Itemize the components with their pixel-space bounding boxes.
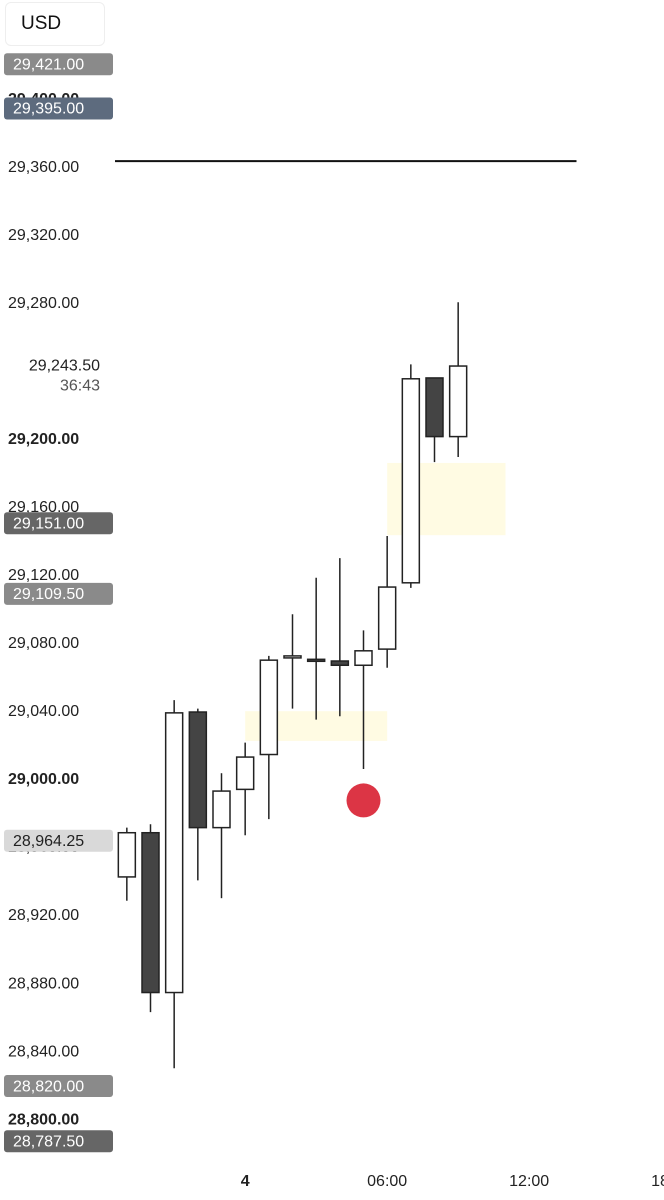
price-tag — [4, 97, 113, 120]
x-tick-label: 12:00 — [509, 1173, 549, 1190]
signal-dot — [346, 783, 381, 818]
candle-body — [259, 659, 279, 756]
price-tag — [4, 1130, 113, 1153]
price-tag — [4, 582, 113, 605]
candle-body — [425, 377, 444, 438]
price-tag-label: 28,787.50 — [13, 1134, 84, 1151]
y-tick-label: 29,000.00 — [8, 771, 79, 788]
y-tick-label: 28,920.00 — [8, 907, 79, 924]
y-tick-label: 29,360.00 — [8, 159, 79, 176]
price-tag — [4, 829, 113, 852]
y-tick-label: 29,040.00 — [8, 703, 79, 720]
x-tick-label: 06:00 — [367, 1173, 407, 1190]
x-tick-label: 18:00 — [651, 1173, 664, 1190]
candle-body — [448, 365, 468, 438]
price-tag — [4, 512, 113, 535]
price-tag-label: 29,109.50 — [13, 586, 84, 603]
price-tag-label: 28,964.25 — [13, 833, 84, 850]
candle-body — [117, 831, 137, 878]
price-tag-label: 29,151.00 — [13, 516, 84, 533]
last-price: 29,243.50 — [29, 357, 100, 374]
candle-body — [235, 756, 255, 791]
x-tick-label: 4 — [241, 1173, 250, 1190]
y-tick-label: 29,120.00 — [8, 567, 79, 584]
price-tag-label: 28,820.00 — [13, 1078, 84, 1095]
price-tag-label: 29,421.00 — [13, 56, 84, 73]
candle-body — [141, 831, 160, 994]
y-tick-label: 29,080.00 — [8, 635, 79, 652]
y-tick-label: 29,160.00 — [8, 499, 79, 516]
candle-body — [330, 660, 350, 667]
currency-selector[interactable]: USD — [5, 2, 105, 46]
candle-body — [401, 378, 421, 584]
countdown: 36:43 — [60, 377, 100, 394]
price-tag — [4, 53, 113, 76]
candle-body — [212, 790, 231, 829]
candle-body — [164, 712, 184, 994]
y-tick-label: 29,280.00 — [8, 295, 79, 312]
y-tick-label: 29,320.00 — [8, 227, 79, 244]
y-tick-label: 28,840.00 — [8, 1043, 79, 1060]
y-tick-label: 28,800.00 — [8, 1111, 79, 1128]
candle-body — [377, 586, 397, 650]
y-tick-label: 28,880.00 — [8, 975, 79, 992]
price-tag-label: 29,395.00 — [13, 101, 84, 118]
candle-body — [354, 650, 373, 667]
candle-body — [283, 655, 302, 659]
y-tick-label: 29,200.00 — [8, 431, 79, 448]
candle-body — [306, 658, 326, 663]
price-tag — [4, 1075, 113, 1098]
candle-body — [188, 711, 208, 829]
